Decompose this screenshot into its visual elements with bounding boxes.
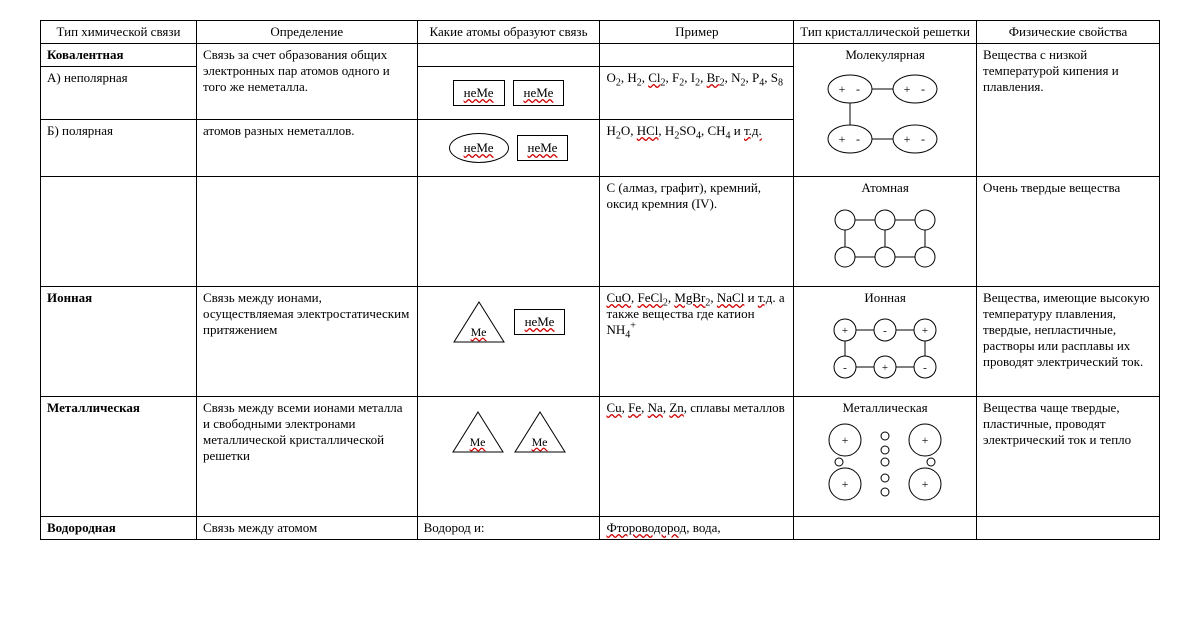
row-hydrogen: Водородная Связь между атомом Водород и:… bbox=[41, 517, 1160, 540]
col-lattice: Тип кристаллической решетки bbox=[794, 21, 977, 44]
cell-metallic-props: Вещества чаще твердые, пластичные, прово… bbox=[977, 397, 1160, 517]
atom-shape-rect: неМе bbox=[517, 135, 569, 161]
cell-ionic-lattice: Ионная + - + - + - bbox=[794, 287, 977, 397]
svg-text:-: - bbox=[856, 82, 860, 96]
col-atoms: Какие атомы образуют связь bbox=[417, 21, 600, 44]
lattice-label-metallic: Металлическая bbox=[800, 400, 970, 416]
cell-empty bbox=[417, 177, 600, 287]
cell-b-label: Б) полярная bbox=[41, 120, 197, 177]
atom-shape-rect: неМе bbox=[453, 80, 505, 106]
metallic-lattice-diagram: + + + + bbox=[800, 416, 970, 513]
cell-ionic-heading: Ионная bbox=[41, 287, 197, 397]
cell-metallic-lattice: Металлическая + + + + bbox=[794, 397, 977, 517]
molecular-lattice-diagram: +-+-+-+- bbox=[800, 63, 970, 170]
cell-metallic-atoms: Ме Ме bbox=[417, 397, 600, 517]
atom-shape-ellipse: неМе bbox=[449, 133, 509, 163]
cell-atomic-props: Очень твердые вещества bbox=[977, 177, 1160, 287]
cell-hydrogen-def: Связь между атомом bbox=[197, 517, 418, 540]
ionic-lattice-diagram: + - + - + - bbox=[800, 306, 970, 393]
cell-hydrogen-heading: Водородная bbox=[41, 517, 197, 540]
row-metallic: Металлическая Связь между всеми ионами м… bbox=[41, 397, 1160, 517]
cell-ionic-props: Вещества, имеющие высокую температуру пл… bbox=[977, 287, 1160, 397]
svg-text:+: + bbox=[842, 433, 849, 447]
cell-molecular-lattice: Молекулярная +-+-+-+- bbox=[794, 44, 977, 177]
cell-b-atoms: неМе неМе bbox=[417, 120, 600, 177]
svg-text:+: + bbox=[842, 325, 848, 337]
chemical-bonds-table: Тип химической связи Определение Какие а… bbox=[40, 20, 1160, 540]
svg-text:+: + bbox=[922, 477, 929, 491]
svg-text:-: - bbox=[856, 132, 860, 146]
svg-text:-: - bbox=[883, 325, 887, 337]
svg-text:-: - bbox=[843, 362, 847, 374]
cell-empty bbox=[600, 44, 794, 67]
table-header-row: Тип химической связи Определение Какие а… bbox=[41, 21, 1160, 44]
atom-shape-triangle: Ме bbox=[451, 410, 505, 454]
svg-text:+: + bbox=[842, 477, 849, 491]
atom-shape-triangle: Ме bbox=[513, 410, 567, 454]
col-example: Пример bbox=[600, 21, 794, 44]
atomic-lattice-diagram bbox=[800, 196, 970, 283]
row-covalent-heading: Ковалентная Связь за счет образования об… bbox=[41, 44, 1160, 67]
cell-atomic-lattice: Атомная bbox=[794, 177, 977, 287]
svg-text:-: - bbox=[921, 132, 925, 146]
svg-text:+: + bbox=[904, 132, 911, 146]
lattice-label-atomic: Атомная bbox=[800, 180, 970, 196]
cell-hydrogen-example: Фтороводород, вода, bbox=[600, 517, 794, 540]
atom-shape-rect: неМе bbox=[514, 309, 566, 335]
cell-empty bbox=[417, 44, 600, 67]
row-ionic: Ионная Связь между ионами, осуществляема… bbox=[41, 287, 1160, 397]
cell-a-label: А) неполярная bbox=[41, 67, 197, 120]
cell-empty bbox=[977, 517, 1160, 540]
cell-b-def: атомов разных неметаллов. bbox=[197, 120, 418, 177]
svg-text:-: - bbox=[921, 82, 925, 96]
cell-covalent-heading: Ковалентная bbox=[41, 44, 197, 67]
svg-text:+: + bbox=[922, 325, 928, 337]
cell-ionic-example: CuO, FeCl2, MgBr2, NaCl и т.д. а также в… bbox=[600, 287, 794, 397]
row-atomic: С (алмаз, графит), кремний, оксид кремни… bbox=[41, 177, 1160, 287]
cell-metallic-example: Cu, Fe, Na, Zn, сплавы металлов bbox=[600, 397, 794, 517]
svg-text:+: + bbox=[922, 433, 929, 447]
cell-hydrogen-atoms: Водород и: bbox=[417, 517, 600, 540]
cell-covalent-def: Связь за счет образования общих электрон… bbox=[197, 44, 418, 120]
cell-covalent-props: Вещества с низкой температурой кипения и… bbox=[977, 44, 1160, 177]
cell-a-atoms: неМе неМе bbox=[417, 67, 600, 120]
cell-metallic-heading: Металлическая bbox=[41, 397, 197, 517]
col-bond-type: Тип химической связи bbox=[41, 21, 197, 44]
cell-empty bbox=[197, 177, 418, 287]
cell-empty bbox=[794, 517, 977, 540]
cell-b-example: H2O, HCl, H2SO4, CH4 и т.д. bbox=[600, 120, 794, 177]
cell-a-example: O2, H2, Cl2, F2, I2, Br2, N2, P4, S8 bbox=[600, 67, 794, 120]
cell-atomic-example: С (алмаз, графит), кремний, оксид кремни… bbox=[600, 177, 794, 287]
lattice-label-ionic: Ионная bbox=[800, 290, 970, 306]
svg-text:-: - bbox=[923, 362, 927, 374]
lattice-label-molecular: Молекулярная bbox=[800, 47, 970, 63]
svg-text:+: + bbox=[904, 82, 911, 96]
cell-empty bbox=[41, 177, 197, 287]
svg-text:+: + bbox=[882, 362, 888, 374]
svg-text:+: + bbox=[839, 132, 846, 146]
cell-ionic-atoms: Ме неМе bbox=[417, 287, 600, 397]
col-definition: Определение bbox=[197, 21, 418, 44]
cell-metallic-def: Связь между всеми ионами металла и свобо… bbox=[197, 397, 418, 517]
col-properties: Физические свойства bbox=[977, 21, 1160, 44]
atom-shape-rect: неМе bbox=[513, 80, 565, 106]
atom-shape-triangle: Ме bbox=[452, 300, 506, 344]
svg-text:+: + bbox=[839, 82, 846, 96]
cell-ionic-def: Связь между ионами, осуществляемая элект… bbox=[197, 287, 418, 397]
